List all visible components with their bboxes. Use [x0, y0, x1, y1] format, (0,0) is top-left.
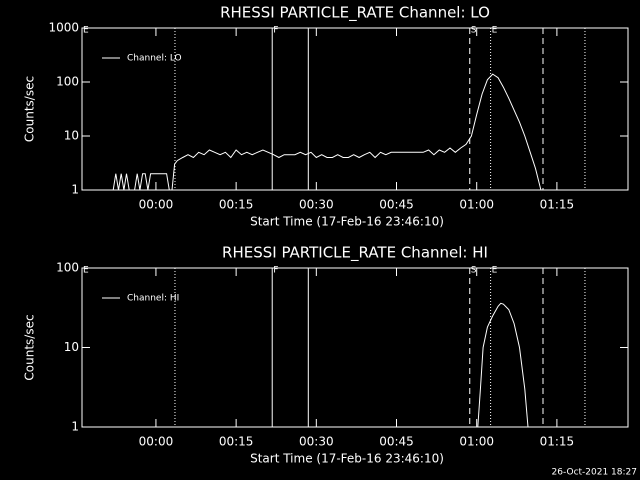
marker-label: E [83, 26, 89, 36]
y-tick-label: 1000 [48, 21, 79, 35]
marker-label: F [273, 26, 278, 36]
x-tick-label: 00:15 [219, 435, 254, 449]
x-tick-label: 00:15 [219, 198, 254, 212]
y-tick-label: 1 [71, 420, 79, 434]
x-axis-label: Start Time (17-Feb-16 23:46:10) [250, 452, 444, 466]
chart-title: RHESSI PARTICLE_RATE Channel: HI [222, 244, 488, 263]
plot-frame [81, 267, 629, 428]
x-tick-label: 01:15 [540, 198, 575, 212]
marker-label: F [273, 266, 278, 276]
marker-label: E [492, 266, 498, 276]
legend-label: Channel: LO [127, 54, 182, 64]
series-line [112, 73, 542, 191]
x-tick-label: 01:00 [459, 435, 494, 449]
x-tick-label: 01:15 [540, 435, 575, 449]
x-tick-label: 00:45 [379, 435, 414, 449]
x-tick-label: 00:30 [299, 435, 334, 449]
y-tick-label: 100 [56, 75, 79, 89]
y-tick-label: 10 [64, 129, 79, 143]
marker-label: S [471, 26, 477, 36]
series-line [477, 302, 529, 428]
plot-frame [81, 27, 629, 191]
x-tick-label: 00:30 [299, 198, 334, 212]
y-tick-label: 10 [64, 340, 79, 354]
marker-label: E [492, 26, 498, 36]
marker-label: E [83, 266, 89, 276]
legend-label: Channel: HI [127, 294, 179, 304]
x-tick-label: 00:45 [379, 198, 414, 212]
y-tick-label: 100 [56, 261, 79, 275]
y-axis-label: Counts/sec [23, 76, 37, 142]
chart-title: RHESSI PARTICLE_RATE Channel: LO [220, 4, 490, 23]
y-axis-label: Counts/sec [23, 314, 37, 380]
y-tick-label: 1 [71, 183, 79, 197]
marker-label: S [471, 266, 477, 276]
x-tick-label: 01:00 [459, 198, 494, 212]
footer: 26-Oct-2021 18:27 [552, 468, 637, 478]
x-axis-label: Start Time (17-Feb-16 23:46:10) [250, 215, 444, 229]
x-tick-label: 00:00 [139, 198, 174, 212]
x-tick-label: 00:00 [139, 435, 174, 449]
